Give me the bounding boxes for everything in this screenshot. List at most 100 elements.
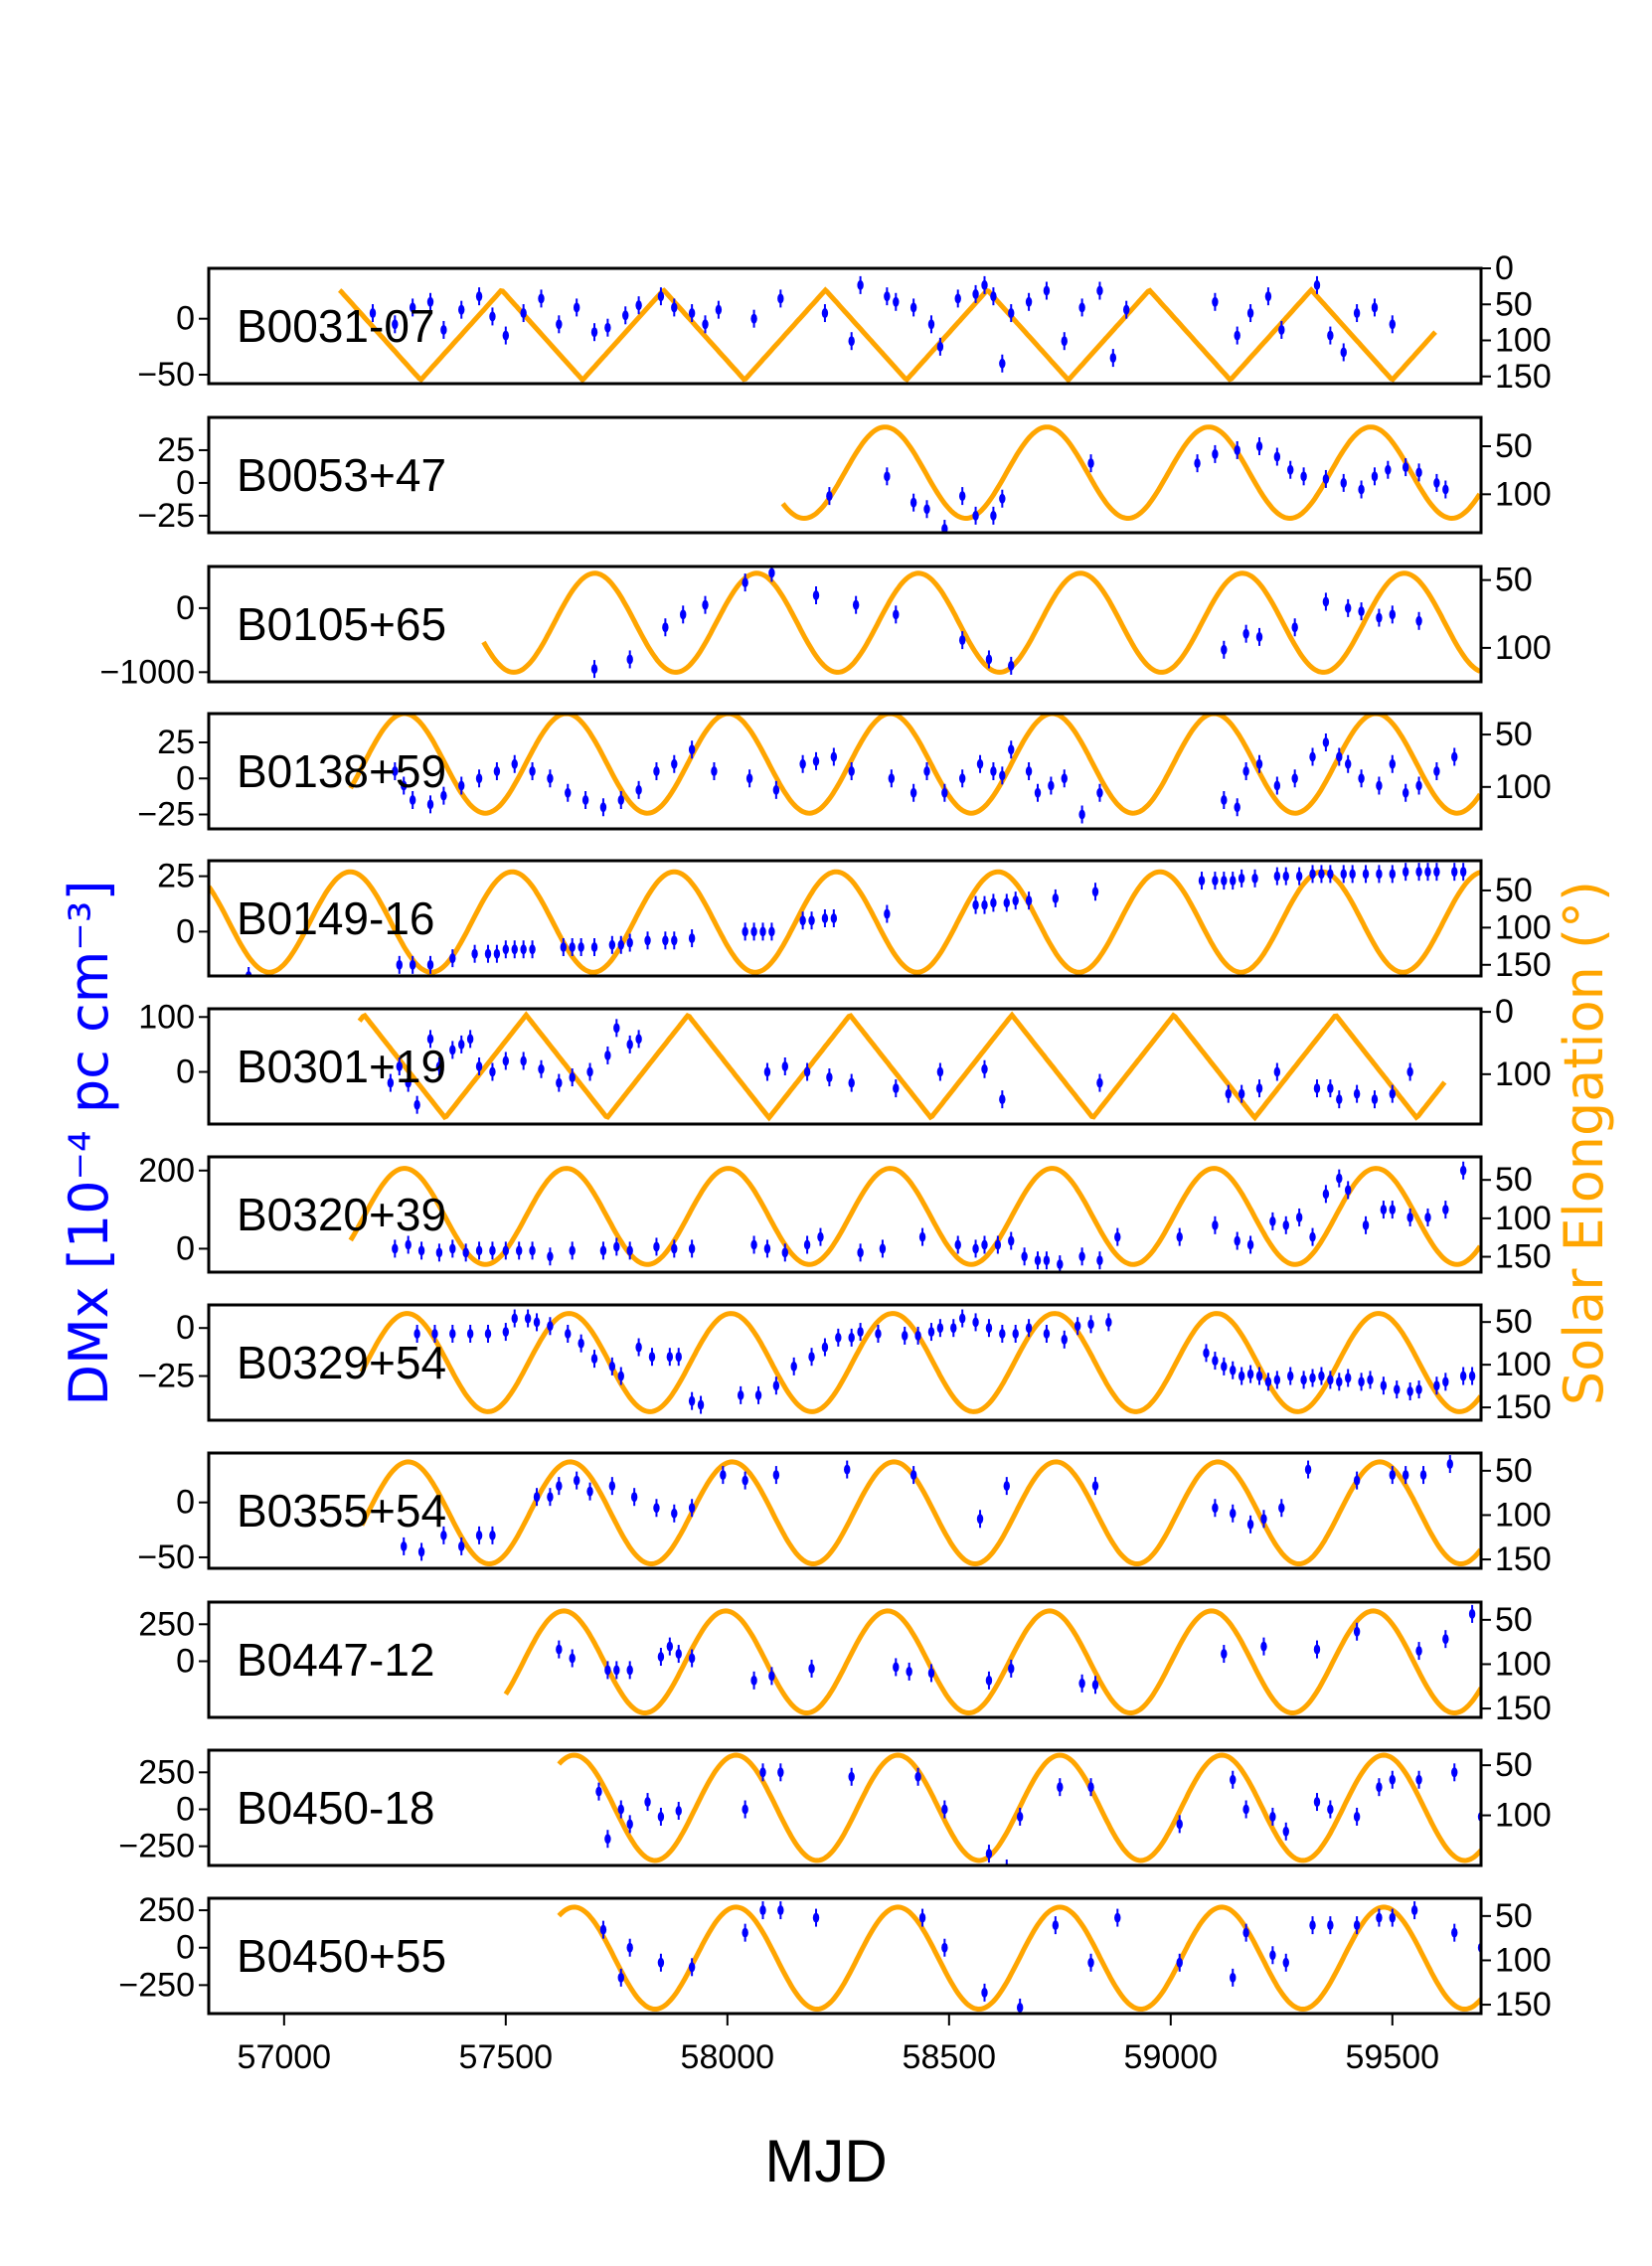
dm-point <box>449 1243 456 1254</box>
dm-point <box>1433 477 1440 488</box>
dm-point <box>999 1094 1006 1105</box>
dm-point <box>417 1245 425 1256</box>
dm-point <box>923 766 930 776</box>
dm-point <box>1419 1470 1427 1481</box>
dm-point <box>493 766 501 776</box>
dm-point <box>906 1666 912 1677</box>
panel-frame <box>207 1007 1483 1126</box>
dm-point <box>1242 1927 1249 1938</box>
dm-point <box>777 1767 784 1778</box>
dm-point <box>742 1475 748 1486</box>
dm-point <box>1353 1920 1361 1931</box>
right-tick-label: 100 <box>1495 1055 1552 1093</box>
dm-point <box>520 308 527 319</box>
dm-point <box>1008 744 1015 755</box>
dm-point <box>1353 308 1361 319</box>
dm-point <box>985 1675 993 1686</box>
dm-point <box>750 1239 757 1250</box>
dm-point <box>688 933 696 944</box>
dm-point <box>426 959 434 970</box>
dm-point <box>1096 285 1103 296</box>
dm-point <box>994 1239 1002 1250</box>
dm-point <box>1109 353 1117 364</box>
right-tick-label: 50 <box>1495 716 1533 753</box>
dm-point <box>1327 1804 1334 1815</box>
dm-point <box>954 1239 961 1250</box>
left-tick-label: 0 <box>176 589 195 627</box>
right-tick-label: 100 <box>1495 1346 1552 1383</box>
right-tick-label: 50 <box>1495 427 1533 465</box>
panel-B0138+59: 250−25 50 100 B0138+59 <box>137 712 1552 834</box>
dm-point <box>803 1066 811 1077</box>
dm-point <box>599 1924 607 1935</box>
dm-point <box>812 755 820 766</box>
dm-point <box>1295 871 1303 882</box>
left-tick-label: 200 <box>138 1152 195 1190</box>
right-tick-label: 150 <box>1495 1238 1552 1276</box>
dm-point <box>1057 1259 1064 1270</box>
dm-point <box>999 1329 1006 1339</box>
dm-point <box>720 1470 727 1481</box>
dm-point <box>520 944 527 955</box>
dm-point <box>909 497 917 508</box>
dm-point <box>1340 869 1347 880</box>
dm-point <box>556 1481 563 1492</box>
dm-point <box>511 758 518 769</box>
dm-point <box>759 1905 766 1916</box>
dm-point <box>884 291 891 302</box>
dm-point <box>622 310 629 321</box>
dm-point <box>893 1662 900 1673</box>
dm-point <box>772 1380 780 1391</box>
right-tick-label: 100 <box>1495 1496 1552 1534</box>
dm-point <box>569 1653 576 1664</box>
dm-point <box>613 1023 620 1034</box>
dm-point <box>976 1514 984 1525</box>
dm-point <box>1273 871 1281 882</box>
panel-B0329+54: 0 −25 50 100 150 B0329+54 <box>137 1303 1551 1426</box>
dm-point <box>1176 1819 1183 1830</box>
right-tick-label: 50 <box>1495 1303 1533 1341</box>
dm-point <box>1327 1083 1334 1094</box>
left-tick-label: −25 <box>137 796 195 834</box>
dm-point <box>533 1492 541 1503</box>
dm-point <box>475 773 483 784</box>
dm-point <box>604 1050 611 1060</box>
dm-point <box>1451 1767 1458 1778</box>
right-tick-label: 100 <box>1495 629 1552 667</box>
right-tick-label: 100 <box>1495 1941 1552 1979</box>
dm-point <box>1091 1680 1099 1691</box>
dm-point <box>1255 441 1263 451</box>
right-tick-label: 100 <box>1495 1645 1552 1683</box>
x-tick-label: 57500 <box>459 2038 554 2076</box>
panel-frame <box>207 1155 1483 1274</box>
dm-point <box>848 766 855 776</box>
dm-points <box>392 733 1458 824</box>
dm-point <box>958 491 966 502</box>
dm-point <box>1052 892 1060 903</box>
dm-point <box>1052 1920 1060 1931</box>
dm-point <box>1246 1519 1254 1530</box>
x-axis-label: MJD <box>764 2128 887 2194</box>
dm-point <box>635 1342 642 1353</box>
dm-point <box>1087 1957 1094 1968</box>
dm-point <box>1389 609 1397 620</box>
dm-points <box>556 1604 1476 1695</box>
dm-point <box>1212 1503 1219 1514</box>
dm-point <box>657 1811 665 1822</box>
dm-point <box>742 926 748 937</box>
dm-point <box>972 1243 979 1254</box>
dm-point <box>426 296 434 307</box>
left-tick-label: 0 <box>176 759 195 797</box>
dm-point <box>1025 1323 1033 1334</box>
dm-point <box>533 1317 541 1328</box>
dm-point <box>1048 780 1055 791</box>
dm-point <box>1096 1255 1103 1266</box>
dm-point <box>909 302 917 313</box>
elongation-curve <box>357 1011 1447 1122</box>
dm-point <box>449 1329 456 1339</box>
dm-point <box>830 751 838 762</box>
left-tick-label: 25 <box>157 858 195 895</box>
dm-point <box>1415 615 1422 626</box>
